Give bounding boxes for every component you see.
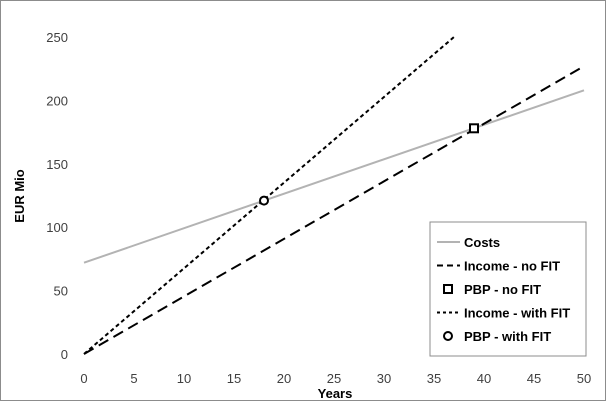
legend-label-pbp-with-fit: PBP - with FIT [464,329,551,344]
x-tick-label: 35 [427,371,441,386]
y-tick-label: 200 [46,93,68,108]
y-tick-label: 0 [61,347,68,362]
series-line-costs [83,89,585,264]
x-tick-label: 5 [130,371,137,386]
x-tick-label: 20 [277,371,291,386]
legend: Costs Income - no FIT PBP - no FIT Income -… [429,221,587,357]
x-tick-label: 30 [377,371,391,386]
legend-box [429,221,587,357]
y-tick-label: 100 [46,220,68,235]
y-axis-ticks: 0 50 100 150 200 250 [46,30,68,362]
legend-swatch-pbp-with-fit [443,331,453,341]
y-tick-label: 50 [54,284,68,299]
x-tick-label: 45 [527,371,541,386]
marker-pbp-no-fit [469,123,479,134]
series-line-income-with-fit [83,36,455,355]
series-line-income-no-fit [83,65,585,355]
legend-label-pbp-no-fit: PBP - no FIT [464,282,541,297]
marker-pbp-with-fit [259,195,269,206]
y-axis-title: EUR Mio [12,169,27,223]
x-tick-label: 50 [577,371,591,386]
legend-label-income-no-fit: Income - no FIT [464,259,560,274]
x-tick-label: 15 [227,371,241,386]
x-tick-label: 25 [327,371,341,386]
x-axis-ticks: 0 5 10 15 20 25 30 35 40 45 50 [80,371,591,386]
legend-swatch-pbp-no-fit [443,284,453,294]
y-tick-label: 250 [46,30,68,45]
marker-layer [259,123,479,206]
legend-label-costs: Costs [464,235,500,250]
x-tick-label: 0 [80,371,87,386]
y-tick-label: 150 [46,157,68,172]
x-tick-label: 10 [177,371,191,386]
x-tick-label: 40 [477,371,491,386]
series-layer [83,36,585,355]
x-axis-title: Years [318,386,353,401]
legend-label-income-with-fit: Income - with FIT [464,306,570,321]
